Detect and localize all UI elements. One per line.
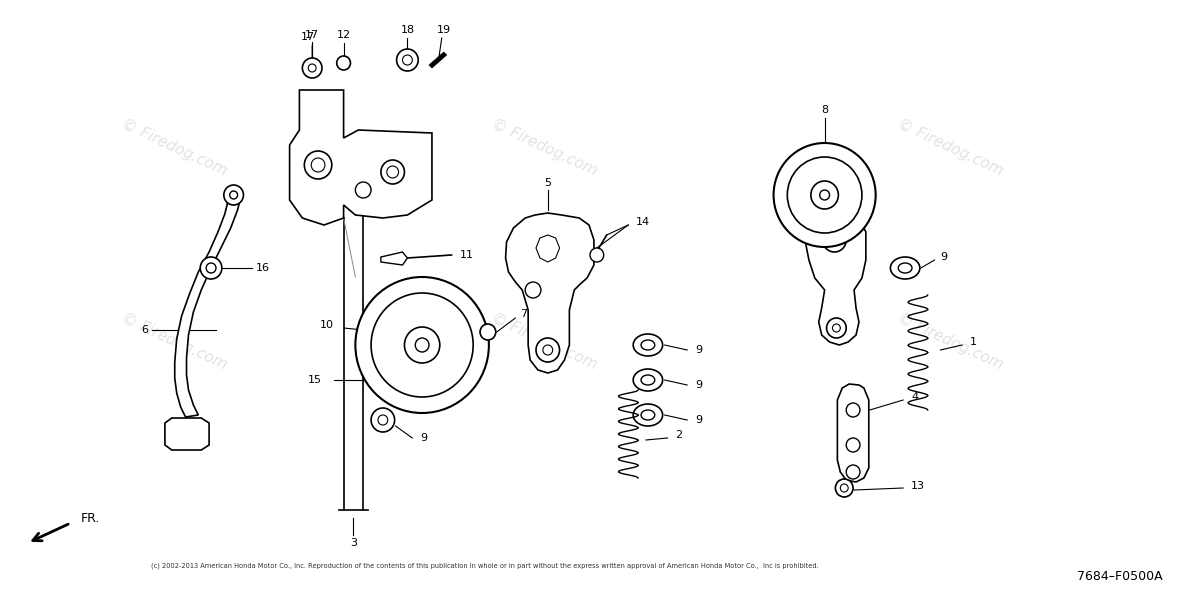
- Text: 7684–F0500A: 7684–F0500A: [1077, 570, 1163, 583]
- Text: 18: 18: [400, 25, 414, 35]
- Polygon shape: [536, 235, 559, 262]
- Circle shape: [415, 338, 430, 352]
- Text: 3: 3: [350, 538, 356, 548]
- Text: 11: 11: [459, 250, 473, 260]
- Polygon shape: [381, 252, 407, 265]
- Ellipse shape: [634, 369, 663, 391]
- Text: 5: 5: [544, 178, 551, 188]
- Circle shape: [224, 185, 243, 205]
- Circle shape: [402, 55, 412, 65]
- Circle shape: [387, 166, 399, 178]
- Circle shape: [312, 158, 325, 172]
- Circle shape: [378, 415, 388, 425]
- Circle shape: [355, 182, 371, 198]
- Text: 14: 14: [636, 217, 650, 227]
- Circle shape: [525, 282, 540, 298]
- Circle shape: [371, 408, 394, 432]
- Circle shape: [774, 143, 876, 247]
- Text: 17: 17: [301, 32, 315, 42]
- Text: © Firedog.com: © Firedog.com: [490, 116, 599, 178]
- Circle shape: [536, 338, 559, 362]
- Circle shape: [396, 49, 418, 71]
- Text: 7: 7: [520, 309, 527, 319]
- Ellipse shape: [891, 257, 920, 279]
- Text: 16: 16: [256, 263, 270, 273]
- Text: 9: 9: [940, 252, 948, 262]
- Circle shape: [590, 248, 604, 262]
- Polygon shape: [430, 52, 447, 68]
- Circle shape: [355, 277, 489, 413]
- Circle shape: [811, 181, 838, 209]
- Text: © Firedog.com: © Firedog.com: [118, 310, 229, 373]
- Text: 9: 9: [695, 415, 702, 425]
- Ellipse shape: [641, 375, 655, 385]
- Text: 12: 12: [336, 30, 350, 40]
- Text: © Firedog.com: © Firedog.com: [894, 310, 1005, 373]
- Circle shape: [336, 56, 350, 70]
- Circle shape: [830, 235, 839, 245]
- Circle shape: [206, 263, 216, 273]
- Text: © Firedog.com: © Firedog.com: [490, 310, 599, 373]
- Text: 19: 19: [437, 25, 451, 35]
- Ellipse shape: [641, 340, 655, 350]
- Text: 8: 8: [821, 105, 828, 115]
- Ellipse shape: [898, 263, 912, 273]
- Text: 6: 6: [142, 325, 149, 335]
- Circle shape: [230, 191, 237, 199]
- Polygon shape: [165, 418, 209, 450]
- Circle shape: [835, 479, 853, 497]
- Ellipse shape: [634, 334, 663, 356]
- Circle shape: [381, 160, 405, 184]
- Text: 9: 9: [695, 380, 702, 390]
- Text: 13: 13: [911, 481, 925, 491]
- Text: 1: 1: [970, 337, 977, 347]
- Circle shape: [304, 151, 332, 179]
- Circle shape: [543, 345, 552, 355]
- Polygon shape: [505, 213, 594, 373]
- Text: © Firedog.com: © Firedog.com: [894, 116, 1005, 178]
- Polygon shape: [175, 198, 241, 417]
- Circle shape: [480, 324, 496, 340]
- Circle shape: [846, 438, 860, 452]
- Circle shape: [371, 293, 473, 397]
- Text: © Firedog.com: © Firedog.com: [118, 116, 229, 178]
- Text: 4: 4: [911, 392, 918, 402]
- Circle shape: [846, 403, 860, 417]
- Circle shape: [201, 257, 222, 279]
- Polygon shape: [838, 384, 868, 482]
- Text: 15: 15: [308, 375, 322, 385]
- Circle shape: [405, 327, 440, 363]
- Circle shape: [382, 374, 394, 386]
- Text: (c) 2002-2013 American Honda Motor Co., Inc. Reproduction of the contents of thi: (c) 2002-2013 American Honda Motor Co., …: [151, 562, 819, 569]
- Ellipse shape: [634, 404, 663, 426]
- Circle shape: [787, 157, 861, 233]
- Text: 2: 2: [675, 430, 682, 440]
- Circle shape: [374, 366, 401, 394]
- Circle shape: [826, 318, 846, 338]
- Text: 10: 10: [320, 320, 334, 330]
- Polygon shape: [805, 205, 866, 345]
- Text: FR.: FR.: [80, 512, 100, 525]
- Polygon shape: [289, 90, 432, 225]
- Circle shape: [302, 58, 322, 78]
- Circle shape: [308, 64, 316, 72]
- Circle shape: [840, 484, 848, 492]
- Circle shape: [820, 190, 830, 200]
- Text: 9: 9: [695, 345, 702, 355]
- Ellipse shape: [641, 410, 655, 420]
- Circle shape: [846, 465, 860, 479]
- Text: 9: 9: [420, 433, 427, 443]
- Text: 17: 17: [306, 30, 320, 40]
- Circle shape: [832, 324, 840, 332]
- Circle shape: [822, 228, 846, 252]
